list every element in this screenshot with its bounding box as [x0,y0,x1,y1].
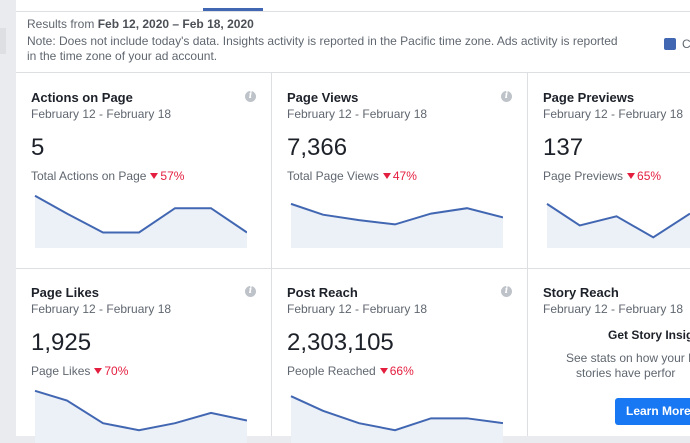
card-date-range: February 12 - February 18 [31,302,172,316]
left-rail-notch [0,28,6,54]
sparkline-line [34,194,247,234]
card-value: 2,303,105 [287,329,394,356]
learn-more-button[interactable]: Learn More [615,398,690,425]
metric-card-actions-on-page[interactable]: Actions on Page i February 12 - February… [31,90,261,250]
info-icon[interactable]: i [501,91,512,102]
card-date-range: February 12 - February 18 [31,107,172,121]
card-date-range: February 12 - February 18 [287,302,428,316]
card-value: 1,925 [31,329,92,356]
card-title: Page Views [287,90,359,105]
card-title: Page Previews [543,90,635,105]
metric-card-page-likes[interactable]: Page Likes i February 12 - February 18 1… [31,285,261,443]
card-value: 5 [31,134,45,161]
card-sub-label: Total Page Views [287,169,379,183]
story-insights-heading: Get Story Insigh [608,328,690,342]
card-value: 137 [543,134,584,161]
active-tab-indicator [203,8,263,11]
legend-label: C [682,37,690,51]
grid-line-middle [16,268,690,269]
down-arrow-icon [382,173,391,179]
sparkline [290,395,503,443]
card-sub-label: People Reached [287,364,376,378]
results-prefix: Results from [27,17,98,31]
delta-badge: 57% [150,169,184,183]
info-icon[interactable]: i [501,286,512,297]
left-rail [0,0,16,436]
results-dates: Feb 12, 2020 – Feb 18, 2020 [97,17,254,31]
card-date-range: February 12 - February 18 [287,107,428,121]
metric-card-page-views[interactable]: Page Views i February 12 - February 18 7… [287,90,517,250]
card-sub-label: Page Likes [31,364,91,378]
card-title: Actions on Page [31,90,133,105]
down-arrow-icon [94,368,103,374]
top-divider [16,11,690,12]
sparkline-area [35,195,247,248]
card-title: Story Reach [543,285,619,300]
delta-badge: 66% [379,364,414,378]
card-sub: Total Page Views 47% [287,169,417,183]
metric-card-story-reach: Story Reach February 12 - February 18 [543,285,690,435]
grid-line-top [16,72,690,73]
metric-card-post-reach[interactable]: Post Reach i February 12 - February 18 2… [287,285,517,443]
grid-line-col2 [527,72,528,436]
sparkline-area [547,203,690,248]
delta-badge: 65% [627,169,661,183]
info-icon[interactable]: i [245,286,256,297]
sparkline [34,194,247,248]
sparkline-line [290,395,503,432]
sparkline-area [35,390,247,443]
delta-badge: 70% [94,364,128,378]
card-value: 7,366 [287,134,348,161]
grid-line-col1 [271,72,272,436]
story-desc-line1: See stats on how your Pa [566,351,690,365]
card-sub-label: Page Previews [543,169,624,183]
card-date-range: February 12 - February 18 [543,107,684,121]
insights-note: Note: Does not include today's data. Ins… [27,34,618,63]
story-desc-line2: stories have perfor [576,366,676,380]
sparkline [546,203,690,248]
legend-swatch[interactable] [664,38,676,50]
metric-card-page-previews[interactable]: Page Previews February 12 - February 18 … [543,90,690,250]
down-arrow-icon [627,173,636,179]
results-range: Results from Feb 12, 2020 – Feb 18, 2020 [27,17,254,31]
sparkline-line [546,203,690,239]
sparkline [290,202,503,248]
card-title: Post Reach [287,285,358,300]
card-sub: Page Likes 70% [31,364,128,378]
card-sub: Total Actions on Page 57% [31,169,184,183]
delta-badge: 47% [382,169,417,183]
card-sub: People Reached 66% [287,364,414,378]
down-arrow-icon [150,173,159,179]
info-icon[interactable]: i [245,91,256,102]
sparkline-area [291,203,503,248]
sparkline-line [34,389,247,432]
card-sub-label: Total Actions on Page [31,169,147,183]
down-arrow-icon [379,368,388,374]
card-title: Page Likes [31,285,99,300]
sparkline [34,389,247,443]
card-date-range: February 12 - February 18 [543,302,684,316]
sparkline-area [291,396,503,443]
card-sub: Page Previews 65% [543,169,661,183]
sparkline-line [290,202,503,226]
